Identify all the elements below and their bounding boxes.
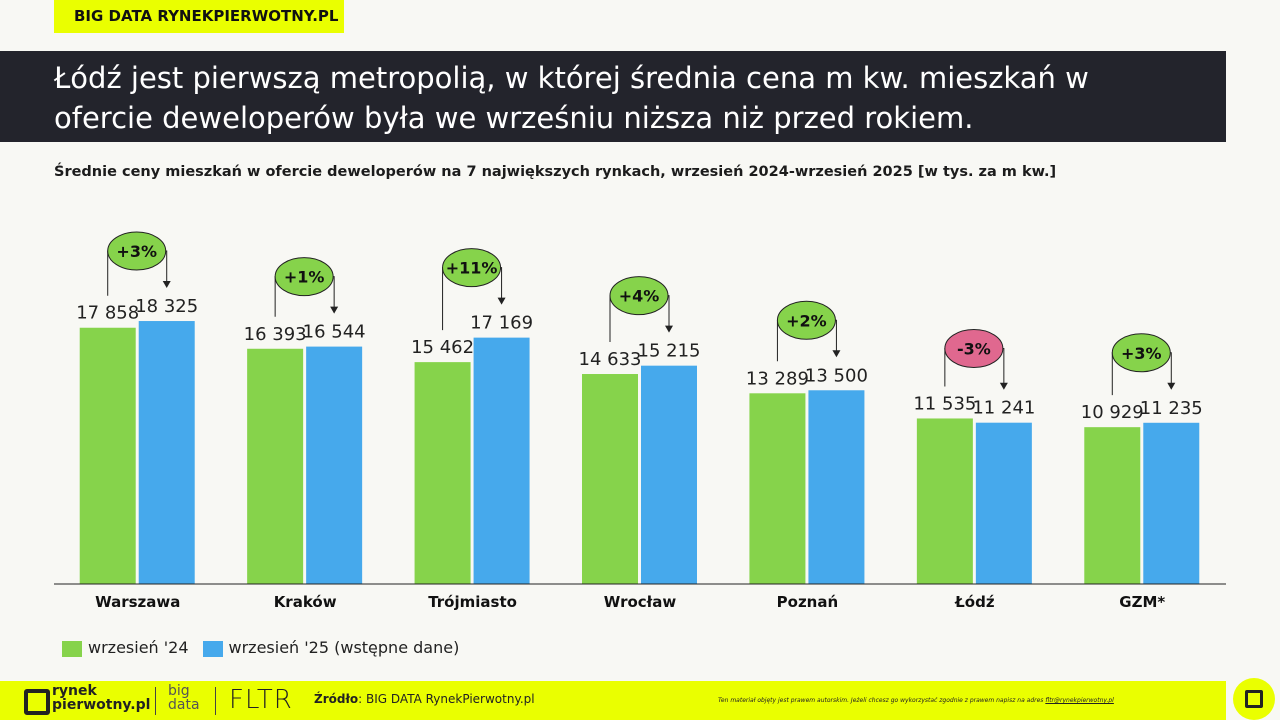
legend-swatch <box>202 640 223 657</box>
arrow-head-icon <box>330 306 339 314</box>
divider <box>155 687 156 715</box>
data-label: 11 241 <box>972 398 1035 419</box>
divider <box>215 687 216 715</box>
bar <box>975 422 1032 584</box>
legend-label: wrzesień '24 <box>88 638 189 657</box>
change-bubble <box>776 300 836 340</box>
change-label: +3% <box>1121 344 1162 363</box>
email-link[interactable]: fltr@rynekpierwotny.pl <box>1045 697 1114 704</box>
data-label: 13 289 <box>746 368 809 389</box>
disclaimer: Ten materiał objęty jest prawem autorski… <box>718 697 1046 704</box>
rynek-logo-icon <box>24 689 50 715</box>
bar <box>79 327 136 584</box>
brand-tag: BIG DATA RYNEKPIERWOTNY.PL <box>54 0 344 33</box>
fltr-logo: FLTR <box>229 685 293 715</box>
rynek-logo: rynek pierwotny.pl <box>52 683 151 713</box>
category-label: Kraków <box>274 593 337 611</box>
data-label: 13 500 <box>805 365 868 386</box>
change-label: +4% <box>619 287 660 306</box>
legend-item-2025: wrzesień '25 (wstępne dane) <box>202 638 460 657</box>
data-label: 17 169 <box>470 313 533 334</box>
logo-mark-icon <box>1233 678 1275 720</box>
bar <box>808 390 865 584</box>
data-label: 11 235 <box>1140 398 1203 419</box>
bigdata-logo: big data <box>168 683 200 713</box>
data-label: 18 325 <box>135 296 198 317</box>
chart-title: Średnie ceny mieszkań w ofercie dewelope… <box>54 164 1057 180</box>
bar <box>1084 427 1141 584</box>
category-label: Łódź <box>954 593 995 611</box>
bar <box>641 365 697 584</box>
arrow-head-icon <box>665 325 673 333</box>
category-label: Wrocław <box>604 593 677 611</box>
category-label: GZM* <box>1119 593 1165 611</box>
data-label: 15 462 <box>411 337 474 358</box>
category-label: Warszawa <box>95 593 180 611</box>
arrow-head-icon <box>162 281 171 289</box>
change-label: +11% <box>446 259 498 278</box>
bar <box>916 418 973 584</box>
arrow-head-icon <box>1167 382 1176 390</box>
data-label: 15 215 <box>638 341 701 362</box>
change-bubble <box>944 328 1004 368</box>
change-bubble <box>107 231 167 271</box>
data-label: 14 633 <box>579 349 642 370</box>
data-label: 17 858 <box>76 303 139 324</box>
legend: wrzesień '24 wrzesień '25 (wstępne dane) <box>62 638 459 657</box>
legend-item-2024: wrzesień '24 <box>62 638 189 657</box>
data-label: 16 544 <box>303 322 366 343</box>
bar <box>582 374 638 584</box>
legend-swatch <box>62 640 82 657</box>
arrow-head-icon <box>497 297 506 305</box>
bar <box>749 393 806 584</box>
data-label: 16 393 <box>244 324 307 345</box>
bar <box>414 362 471 584</box>
arrow-head-icon <box>999 382 1008 390</box>
source-label: Źródło <box>314 692 359 706</box>
bar <box>473 337 530 584</box>
bar <box>247 348 304 584</box>
change-bubble <box>442 248 502 288</box>
bar <box>306 346 363 584</box>
arrow-head-icon <box>832 350 841 358</box>
source-text: : BIG DATA RynekPierwotny.pl <box>358 692 535 706</box>
change-bubble <box>609 276 669 316</box>
change-label: +1% <box>284 268 325 287</box>
change-bubble <box>274 257 334 297</box>
category-label: Trójmiasto <box>428 593 517 611</box>
bar <box>138 321 195 584</box>
change-label: +2% <box>786 311 827 330</box>
data-label: 11 535 <box>913 393 976 414</box>
page-title: Łódź jest pierwszą metropolią, w której … <box>0 51 1226 142</box>
category-label: Poznań <box>777 593 839 611</box>
footer: rynek pierwotny.pl big data FLTR Źródło:… <box>0 681 1226 720</box>
change-bubble <box>1111 333 1171 373</box>
legend-label: wrzesień '25 (wstępne dane) <box>228 638 460 657</box>
change-label: -3% <box>957 339 991 358</box>
data-label: 10 929 <box>1081 402 1144 423</box>
change-label: +3% <box>116 242 157 261</box>
bar <box>1143 422 1200 584</box>
